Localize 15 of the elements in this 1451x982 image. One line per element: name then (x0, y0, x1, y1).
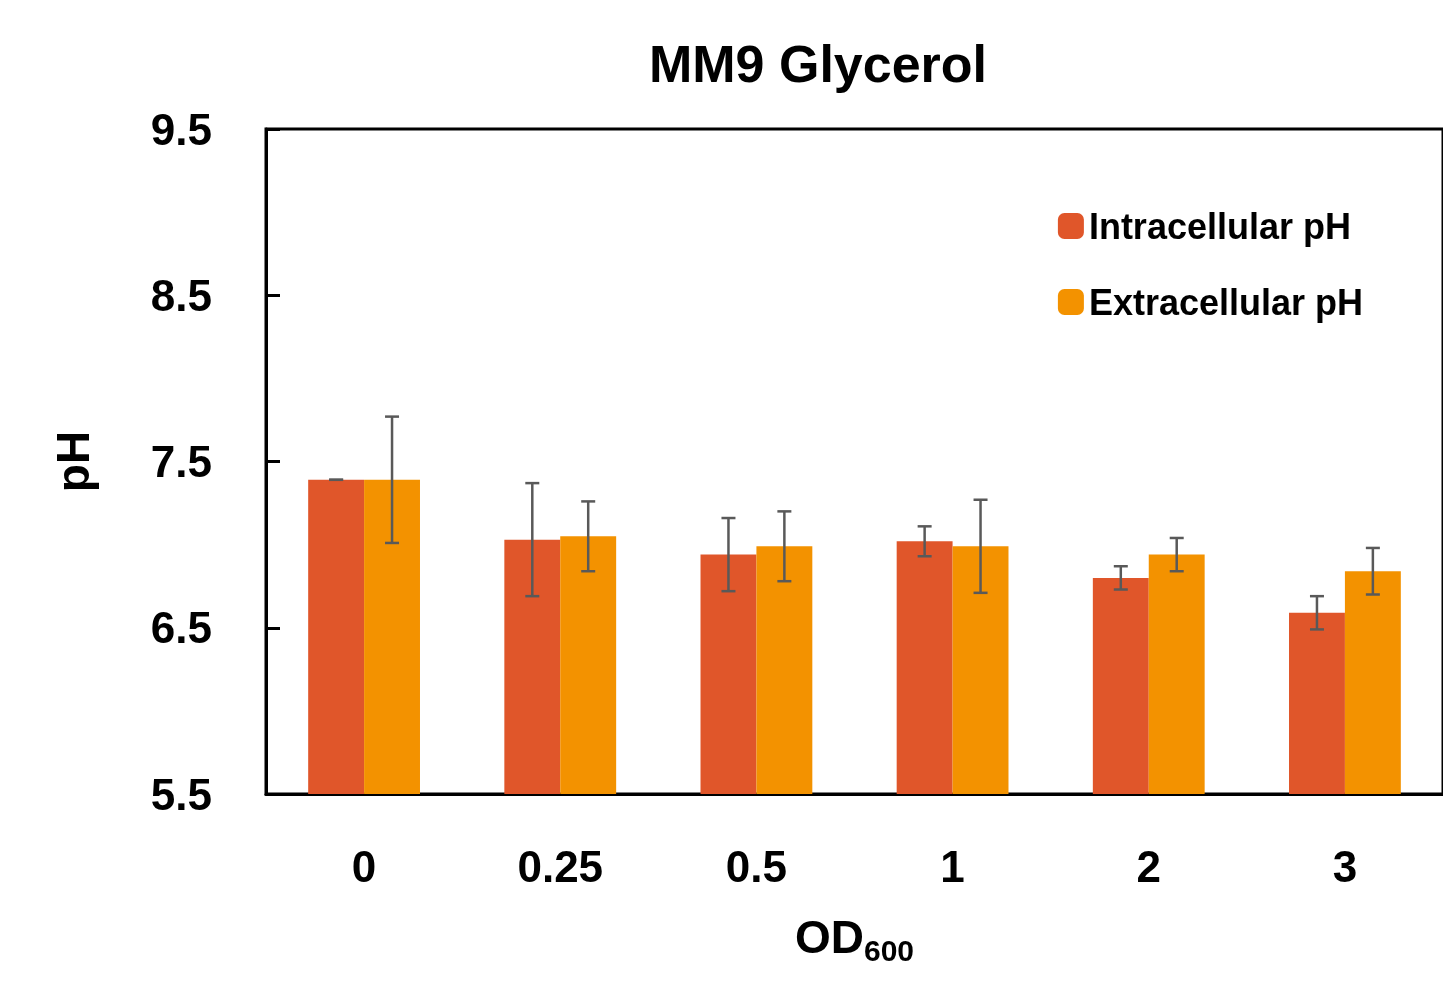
y-tick-label: 5.5 (150, 769, 212, 819)
legend-label: Extracellular pH (1088, 281, 1364, 323)
x-tick-label: 2 (1136, 841, 1161, 891)
y-tick-label: 7.5 (150, 437, 212, 486)
y-tick-label: 9.5 (150, 104, 212, 154)
x-tick-label: 1 (940, 841, 965, 891)
chart-title: MM9 Glycerol (648, 35, 988, 93)
x-tick-label: 0 (351, 841, 377, 891)
legend-label: Intracellular pH (1088, 205, 1351, 247)
y-tick-label: 8.5 (150, 270, 212, 320)
x-tick-label: 3 (1332, 841, 1358, 891)
x-tick-label: 0.5 (725, 841, 787, 891)
y-tick-label: 6.5 (150, 603, 212, 653)
y-axis-title: pH (47, 430, 99, 493)
x-tick-label: 0.25 (517, 841, 604, 891)
